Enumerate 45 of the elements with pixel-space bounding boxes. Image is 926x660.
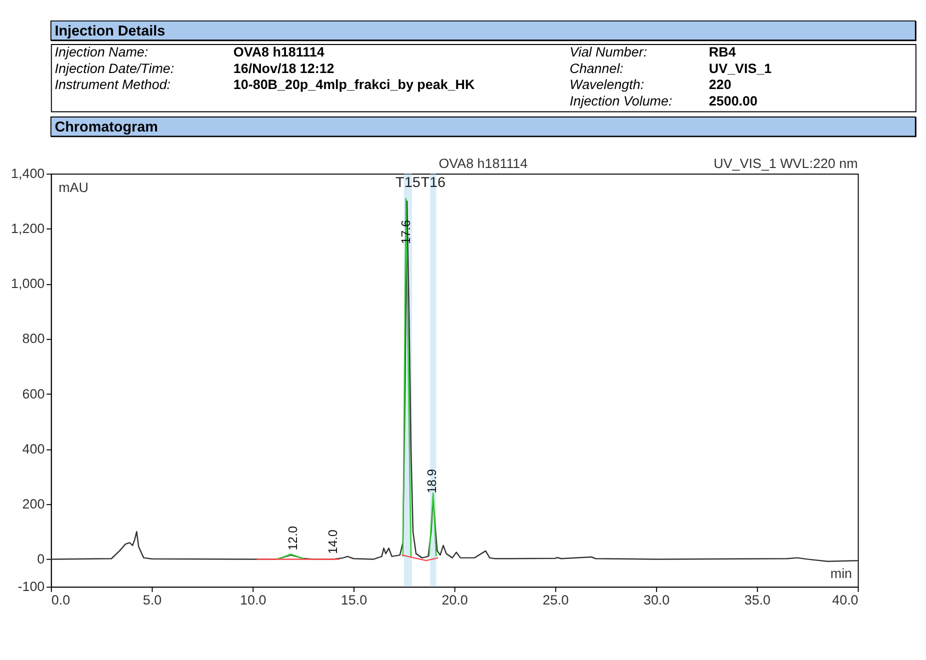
y-tick-label: -100 [18, 579, 45, 594]
band-label: T16 [420, 175, 446, 192]
y-tick-label: 1,400 [11, 166, 45, 181]
annotation: 14.0 [326, 530, 340, 554]
y-tick-label: 1,200 [11, 221, 45, 236]
text: UV_VIS_1 WVL:220 nm [714, 156, 858, 171]
x-tick-label: 40.0 [832, 592, 858, 608]
text: Injection Name: [54, 44, 148, 60]
y-axis-title: mAU [58, 180, 88, 195]
annotation: 18.9 [425, 469, 440, 494]
text: Channel: [570, 60, 624, 76]
x-tick-label: 20.0 [442, 592, 468, 608]
text: 16/Nov/18 12:12 [233, 60, 334, 76]
y-tick-label: 800 [22, 331, 45, 346]
x-tick-label: 30.0 [643, 592, 670, 608]
text: Instrument Method: [54, 77, 171, 92]
y-tick-label: 0 [37, 552, 45, 567]
band-label: T15 [396, 175, 420, 192]
annotation: 17.6 [398, 220, 413, 244]
chart-title: Chromatogram [54, 119, 158, 136]
text: UV_VIS_1 [708, 60, 772, 76]
x-tick-label: 15.0 [340, 592, 368, 608]
y-tick-label: 400 [22, 441, 45, 456]
x-tick-label: 25.0 [542, 592, 569, 608]
x-tick-label: 35.0 [744, 592, 770, 608]
text: Vial Number: [570, 44, 648, 60]
text: Injection Details [54, 23, 166, 40]
x-axis-title: min [830, 566, 852, 582]
text: 220 [708, 77, 732, 92]
text: OVA8 h181114 [233, 44, 325, 60]
text: Wavelength: [570, 77, 644, 92]
line-series [50, 200, 858, 562]
text: 10-80B_20p_4mlp_frakci_by peak_HK [233, 77, 475, 92]
text: 2500.00 [708, 93, 758, 108]
x-tick-label: 0.0 [51, 592, 70, 608]
y-tick-label: 1,000 [11, 276, 45, 292]
x-tick-label: 10.0 [240, 592, 266, 608]
text: Injection Volume: [570, 93, 672, 108]
text: RB4 [708, 44, 736, 60]
y-tick-label: 600 [22, 386, 45, 402]
text: OVA8 h181114 [438, 156, 528, 171]
x-tick-label: 5.0 [142, 592, 162, 608]
y-tick-label: 200 [22, 496, 45, 512]
annotation: 12.0 [286, 526, 300, 550]
text: Injection Date/Time: [54, 60, 174, 76]
